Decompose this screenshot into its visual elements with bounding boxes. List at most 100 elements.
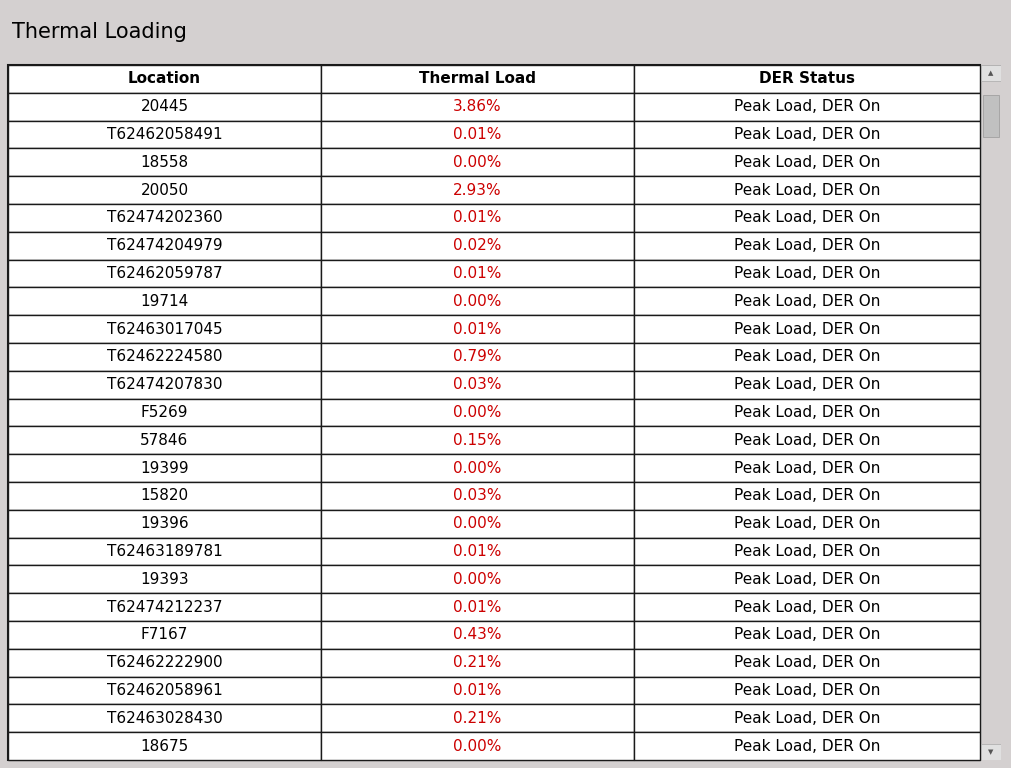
Text: Peak Load, DER On: Peak Load, DER On (734, 739, 881, 753)
Bar (320, 93, 634, 121)
Bar (8, 677, 320, 704)
Text: Peak Load, DER On: Peak Load, DER On (734, 655, 881, 670)
Bar (634, 315, 980, 343)
Text: F7167: F7167 (141, 627, 188, 642)
Bar (8, 148, 320, 176)
Bar (320, 704, 634, 732)
Bar (634, 621, 980, 649)
Bar (8, 176, 320, 204)
Text: 0.01%: 0.01% (453, 266, 501, 281)
Text: Peak Load, DER On: Peak Load, DER On (734, 127, 881, 142)
Bar (8, 315, 320, 343)
Bar (320, 260, 634, 287)
Bar (320, 538, 634, 565)
Bar (320, 649, 634, 677)
Text: T62462222900: T62462222900 (107, 655, 222, 670)
Text: Peak Load, DER On: Peak Load, DER On (734, 155, 881, 170)
Text: T62462224580: T62462224580 (107, 349, 222, 364)
Bar (320, 454, 634, 482)
Text: Peak Load, DER On: Peak Load, DER On (734, 294, 881, 309)
Bar (8, 510, 320, 538)
Text: Peak Load, DER On: Peak Load, DER On (734, 516, 881, 531)
Text: Thermal Load: Thermal Load (419, 71, 536, 87)
Text: Peak Load, DER On: Peak Load, DER On (734, 238, 881, 253)
Text: T62474207830: T62474207830 (107, 377, 222, 392)
Bar (634, 343, 980, 371)
Text: ▲: ▲ (989, 70, 994, 76)
Bar (8, 593, 320, 621)
Text: T62474204979: T62474204979 (107, 238, 222, 253)
Bar (8, 65, 320, 93)
Bar (8, 565, 320, 593)
Bar (320, 204, 634, 232)
Bar (8, 121, 320, 148)
Bar (8, 232, 320, 260)
Text: 0.79%: 0.79% (453, 349, 501, 364)
Bar (634, 93, 980, 121)
Text: 19396: 19396 (141, 516, 189, 531)
Bar (8, 621, 320, 649)
Bar (634, 677, 980, 704)
Bar (8, 454, 320, 482)
Bar (8, 343, 320, 371)
Text: Peak Load, DER On: Peak Load, DER On (734, 266, 881, 281)
Text: F5269: F5269 (141, 405, 188, 420)
Text: 0.00%: 0.00% (453, 461, 501, 475)
Text: Peak Load, DER On: Peak Load, DER On (734, 461, 881, 475)
Text: 0.01%: 0.01% (453, 210, 501, 225)
Bar (634, 426, 980, 454)
Text: T62474212237: T62474212237 (107, 600, 222, 614)
Bar (320, 65, 634, 93)
Text: Peak Load, DER On: Peak Load, DER On (734, 377, 881, 392)
Text: 0.01%: 0.01% (453, 683, 501, 698)
Bar (320, 732, 634, 760)
Bar (8, 704, 320, 732)
Bar (320, 593, 634, 621)
Text: 0.01%: 0.01% (453, 544, 501, 559)
Text: 20050: 20050 (141, 183, 189, 197)
Bar (320, 176, 634, 204)
Text: Peak Load, DER On: Peak Load, DER On (734, 405, 881, 420)
Bar (634, 732, 980, 760)
Text: T62474202360: T62474202360 (107, 210, 222, 225)
Bar (634, 287, 980, 315)
Bar (981, 744, 1001, 760)
Text: 0.01%: 0.01% (453, 322, 501, 336)
Text: 0.00%: 0.00% (453, 405, 501, 420)
Text: Peak Load, DER On: Peak Load, DER On (734, 572, 881, 587)
Bar (320, 232, 634, 260)
Bar (8, 399, 320, 426)
Bar (634, 232, 980, 260)
Bar (634, 565, 980, 593)
Text: 3.86%: 3.86% (453, 99, 501, 114)
Bar (8, 538, 320, 565)
Text: 18675: 18675 (141, 739, 189, 753)
Text: 57846: 57846 (141, 433, 189, 448)
Text: Peak Load, DER On: Peak Load, DER On (734, 183, 881, 197)
Text: 0.00%: 0.00% (453, 294, 501, 309)
Bar (320, 510, 634, 538)
Bar (983, 95, 999, 137)
Text: Peak Load, DER On: Peak Load, DER On (734, 627, 881, 642)
Text: 2.93%: 2.93% (453, 183, 501, 197)
Bar (320, 121, 634, 148)
Bar (320, 482, 634, 510)
Text: 0.02%: 0.02% (453, 238, 501, 253)
Text: T62462059787: T62462059787 (107, 266, 222, 281)
Bar (634, 371, 980, 399)
Bar (634, 482, 980, 510)
Bar (8, 482, 320, 510)
Bar (8, 93, 320, 121)
Text: T62463189781: T62463189781 (106, 544, 222, 559)
Bar (634, 593, 980, 621)
Text: 0.21%: 0.21% (453, 711, 501, 726)
Text: 0.00%: 0.00% (453, 155, 501, 170)
Text: Peak Load, DER On: Peak Load, DER On (734, 210, 881, 225)
Text: 0.21%: 0.21% (453, 655, 501, 670)
Text: 19399: 19399 (141, 461, 189, 475)
Bar (8, 260, 320, 287)
Bar (634, 649, 980, 677)
Text: Peak Load, DER On: Peak Load, DER On (734, 433, 881, 448)
Text: Thermal Loading: Thermal Loading (12, 22, 187, 42)
Text: Location: Location (128, 71, 201, 87)
